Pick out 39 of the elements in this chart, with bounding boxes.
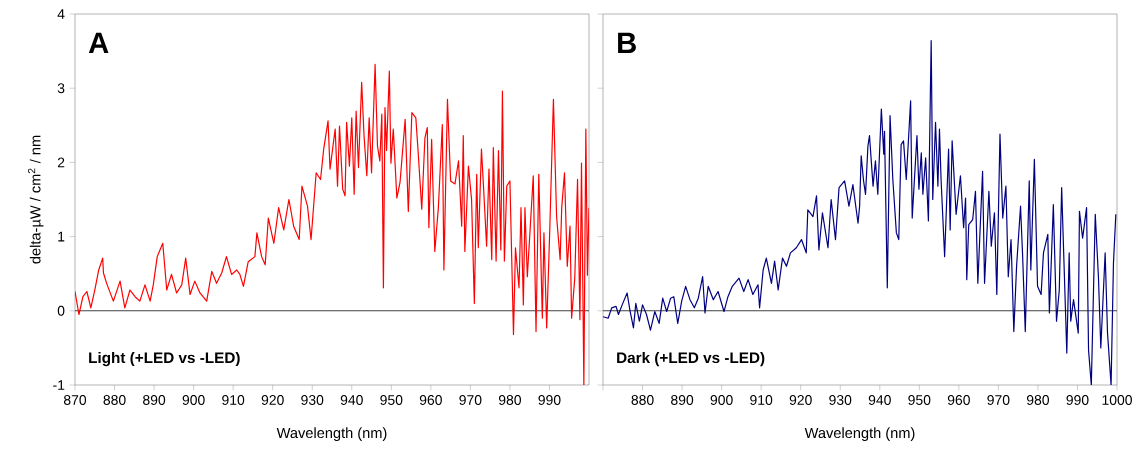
x-tick-label: 900 xyxy=(710,395,733,405)
x-tick-label: 890 xyxy=(143,395,166,405)
x-tick-label: 930 xyxy=(301,395,324,405)
x-axis-title: Wavelength (nm) xyxy=(276,427,387,441)
x-tick-label: 950 xyxy=(380,395,403,405)
y-tick-label: 3 xyxy=(57,83,65,94)
y-tick-label: 1 xyxy=(58,231,65,242)
y-tick-label: -1 xyxy=(53,380,65,390)
x-tick-label: 880 xyxy=(631,395,654,405)
annotation: Dark (+LED vs -LED) xyxy=(617,351,765,367)
y-tick-label: 2 xyxy=(57,157,65,168)
x-tick-label: 990 xyxy=(1066,395,1089,405)
x-tick-label: 910 xyxy=(222,395,245,405)
x-tick-label: 970 xyxy=(987,395,1010,405)
x-tick-label: 940 xyxy=(868,395,891,405)
x-tick-label: 1000 xyxy=(1102,395,1132,405)
x-tick-label: 960 xyxy=(419,395,442,405)
x-tick-label: 940 xyxy=(340,395,363,405)
x-tick-label: 870 xyxy=(63,395,87,405)
y-axis-title: delta-µW / cm$^{2}$ / nm xyxy=(27,135,44,264)
annotation: Light (+LED vs -LED) xyxy=(89,351,240,367)
annotation: A xyxy=(88,32,109,53)
x-tick-label: 910 xyxy=(750,395,773,405)
x-tick-label: 890 xyxy=(671,395,694,405)
x-tick-label: 920 xyxy=(789,395,812,405)
x-tick-label: 880 xyxy=(103,395,126,405)
x-tick-label: 920 xyxy=(261,395,284,405)
x-tick-label: 980 xyxy=(498,395,522,405)
annotation: B xyxy=(618,32,636,53)
x-tick-label: 970 xyxy=(459,395,482,405)
x-tick-label: 960 xyxy=(947,395,970,405)
y-tick-label: 0 xyxy=(57,305,65,316)
x-tick-label: 900 xyxy=(182,395,205,405)
x-tick-label: 930 xyxy=(829,395,852,405)
x-axis-title: Wavelength (nm) xyxy=(804,427,915,441)
x-tick-label: 990 xyxy=(538,395,561,405)
x-tick-label: 950 xyxy=(908,395,931,405)
y-tick-label: 4 xyxy=(57,9,65,19)
x-tick-label: 980 xyxy=(1026,395,1050,405)
